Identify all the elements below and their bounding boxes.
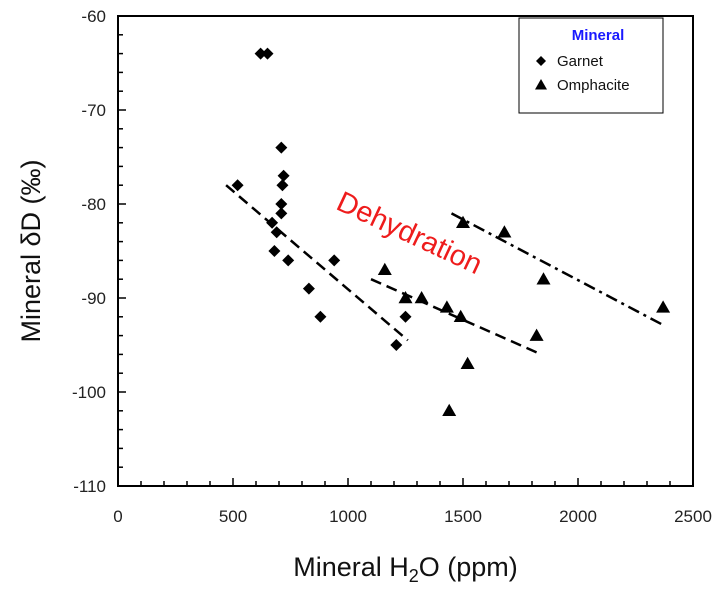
- y-tick-label: -60: [81, 7, 106, 26]
- garnet-point: [270, 226, 283, 239]
- legend-marker-garnet: [536, 56, 546, 66]
- x-tick-label: 2000: [559, 507, 597, 526]
- garnet-point: [275, 198, 288, 210]
- garnet-point: [266, 216, 279, 229]
- y-tick-label: -110: [73, 477, 106, 496]
- x-tick-label: 2500: [674, 507, 712, 526]
- omphacite-point: [656, 300, 671, 313]
- y-tick-label: -100: [72, 383, 106, 402]
- garnet-point: [276, 179, 289, 192]
- axis-ticks: [117, 15, 694, 487]
- y-tick-label: -90: [81, 289, 106, 308]
- dehydration-annotation: Dehydration: [332, 186, 487, 281]
- garnet-point: [390, 339, 403, 351]
- x-tick-label: 1500: [444, 507, 482, 526]
- omphacite-point: [460, 356, 475, 370]
- legend-box: [518, 17, 664, 114]
- tick-labels: 0 500 1000 1500 2000 2500 -60 -70 -80 -90 -100 -110: [72, 7, 712, 526]
- y-axis-title: Mineral δD (‰): [16, 159, 46, 342]
- trend-line-1: [225, 184, 409, 342]
- omphacite-point: [529, 328, 544, 341]
- omphacite-point: [453, 309, 468, 323]
- garnet-point: [261, 47, 274, 60]
- plot-area-frame: [117, 15, 694, 487]
- legend-title: Mineral: [572, 27, 625, 44]
- legend-marker-omphacite: [535, 79, 547, 90]
- legend-label-garnet: Garnet: [557, 53, 604, 70]
- garnet-point: [254, 47, 267, 60]
- garnet-point: [275, 141, 288, 154]
- legend-entries: Garnet Omphacite: [535, 53, 630, 94]
- omphacite-point: [439, 300, 454, 313]
- omphacite-point: [536, 272, 551, 285]
- garnet-point: [275, 207, 288, 220]
- omphacite-point: [377, 262, 392, 276]
- omphacite-point: [398, 291, 413, 304]
- legend: Mineral Garnet Omphacite: [518, 17, 664, 114]
- garnet-point: [314, 310, 327, 323]
- legend-label-omphacite: Omphacite: [557, 77, 630, 94]
- x-tick-label: 500: [219, 507, 247, 526]
- garnet-point: [399, 310, 412, 323]
- trend-lines: [225, 184, 666, 356]
- trend-line-2: [370, 278, 542, 356]
- y-tick-label: -70: [81, 101, 106, 120]
- x-tick-label: 1000: [329, 507, 367, 526]
- omphacite-point: [456, 215, 470, 229]
- omphacite-point: [497, 225, 512, 238]
- trend-line-3: [450, 212, 666, 328]
- omphacite-point: [414, 291, 429, 304]
- garnet-point: [302, 282, 315, 295]
- garnet-point: [268, 245, 281, 257]
- garnet-point: [282, 254, 295, 267]
- data-points: [231, 47, 671, 417]
- garnet-point: [328, 254, 341, 267]
- garnet-point: [277, 169, 290, 182]
- garnet-point: [231, 179, 244, 192]
- y-tick-label: -80: [81, 195, 106, 214]
- omphacite-point: [442, 403, 457, 417]
- x-axis-title: Mineral H2O (ppm): [293, 552, 518, 586]
- x-tick-label: 0: [113, 507, 122, 526]
